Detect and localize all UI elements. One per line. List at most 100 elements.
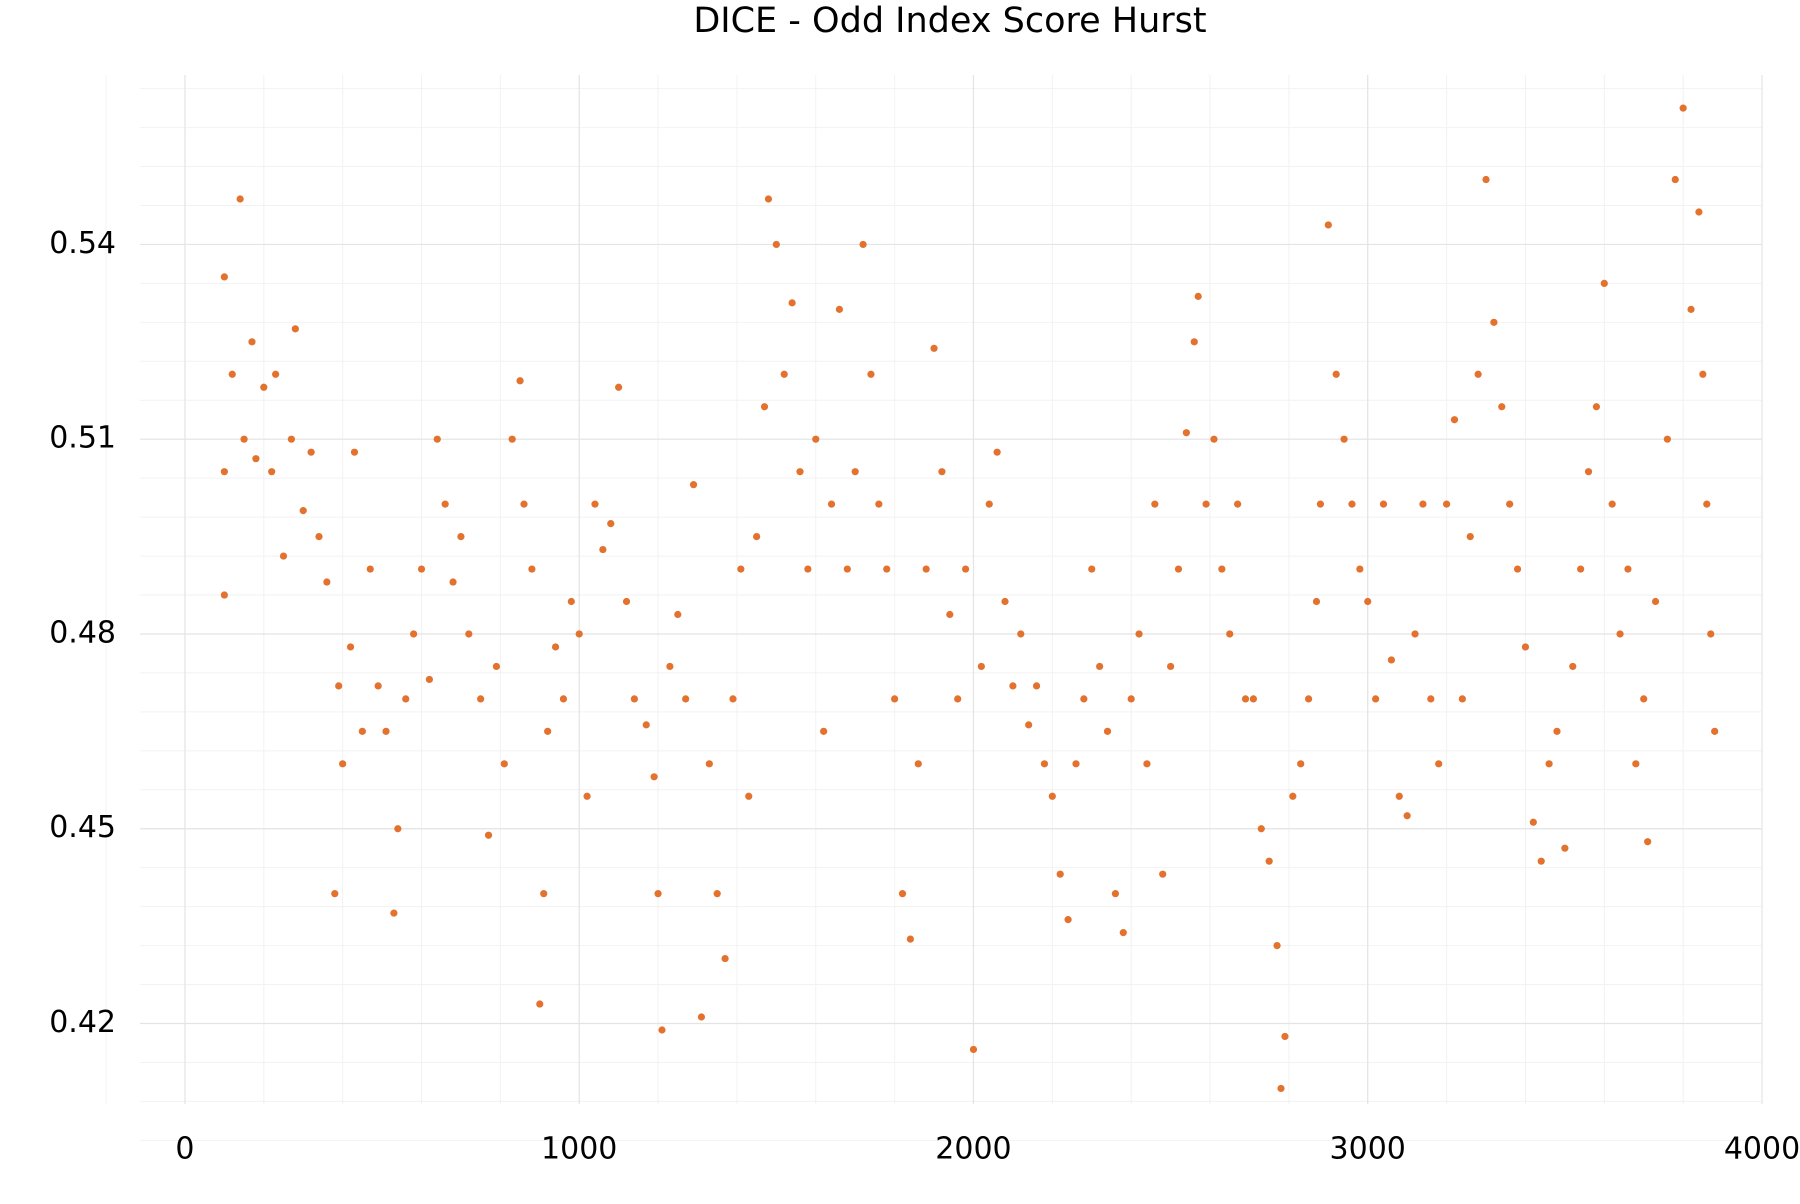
point (1395, 792, 1403, 800)
point (867, 370, 875, 378)
point (1040, 760, 1049, 768)
point (1577, 565, 1585, 573)
point (236, 195, 244, 203)
point (540, 890, 548, 898)
point (1624, 565, 1632, 573)
point (465, 630, 473, 638)
point (1513, 565, 1522, 573)
point (1072, 760, 1080, 768)
x-tick-label: 1000 (541, 1132, 617, 1167)
point (1356, 565, 1364, 573)
point (1241, 695, 1250, 703)
point (323, 578, 331, 586)
point (1316, 500, 1325, 508)
point (1281, 1032, 1289, 1041)
point (993, 448, 1001, 456)
point (1096, 662, 1104, 671)
point (287, 435, 295, 443)
point (1304, 695, 1313, 703)
point (796, 468, 804, 476)
point (1135, 630, 1143, 638)
point (930, 344, 938, 352)
point (449, 578, 457, 586)
point (1182, 429, 1190, 437)
point (520, 500, 528, 508)
point (567, 597, 575, 606)
point (1348, 500, 1356, 508)
point (1474, 370, 1482, 378)
point (1080, 695, 1088, 703)
point (883, 565, 891, 573)
point (1202, 500, 1210, 508)
point (484, 831, 493, 839)
point (1435, 760, 1443, 768)
x-tick-label: 0 (175, 1132, 194, 1167)
point (666, 662, 674, 671)
point (961, 565, 970, 573)
point (760, 403, 769, 411)
point (682, 695, 690, 703)
point (516, 377, 524, 385)
point (1249, 695, 1258, 703)
point (220, 591, 228, 599)
point (417, 565, 426, 573)
point (1210, 435, 1218, 443)
point (946, 610, 954, 619)
point (615, 383, 623, 391)
point (1561, 844, 1569, 852)
point (1640, 695, 1648, 703)
point (1703, 500, 1711, 508)
point (402, 695, 410, 703)
point (851, 468, 859, 476)
point (1111, 890, 1120, 898)
point (914, 760, 922, 768)
point (622, 597, 631, 606)
point (508, 435, 516, 443)
point (1151, 500, 1159, 508)
point (551, 643, 560, 651)
point (374, 682, 382, 690)
point (1679, 104, 1687, 112)
point (1257, 825, 1265, 833)
point (1025, 721, 1033, 729)
y-tick-label: 0.54 (49, 226, 116, 261)
point (753, 532, 761, 541)
point (425, 675, 433, 684)
point (1174, 565, 1183, 573)
point (1332, 370, 1340, 378)
point (1458, 695, 1466, 703)
point (382, 727, 390, 735)
point (220, 468, 228, 476)
point (721, 954, 729, 963)
point (827, 500, 836, 508)
point (1537, 857, 1545, 865)
point (1064, 916, 1072, 924)
point (729, 695, 737, 703)
point (772, 240, 780, 249)
point (1584, 468, 1593, 476)
point (1403, 812, 1411, 820)
point (689, 481, 698, 489)
point (1545, 760, 1553, 768)
point (674, 610, 682, 619)
point (804, 565, 812, 573)
point (1695, 208, 1703, 216)
point (713, 890, 721, 898)
point (780, 370, 788, 378)
point (240, 435, 248, 443)
point (1608, 500, 1616, 508)
point (1600, 279, 1608, 287)
point (228, 370, 236, 378)
point (1387, 656, 1395, 664)
point (1529, 818, 1537, 826)
point (1592, 403, 1601, 411)
point (650, 773, 658, 781)
x-tick-label: 4000 (1724, 1132, 1800, 1167)
point (1427, 695, 1435, 703)
point (875, 500, 883, 508)
point (528, 565, 536, 573)
point (1017, 630, 1025, 638)
point (1498, 403, 1506, 411)
